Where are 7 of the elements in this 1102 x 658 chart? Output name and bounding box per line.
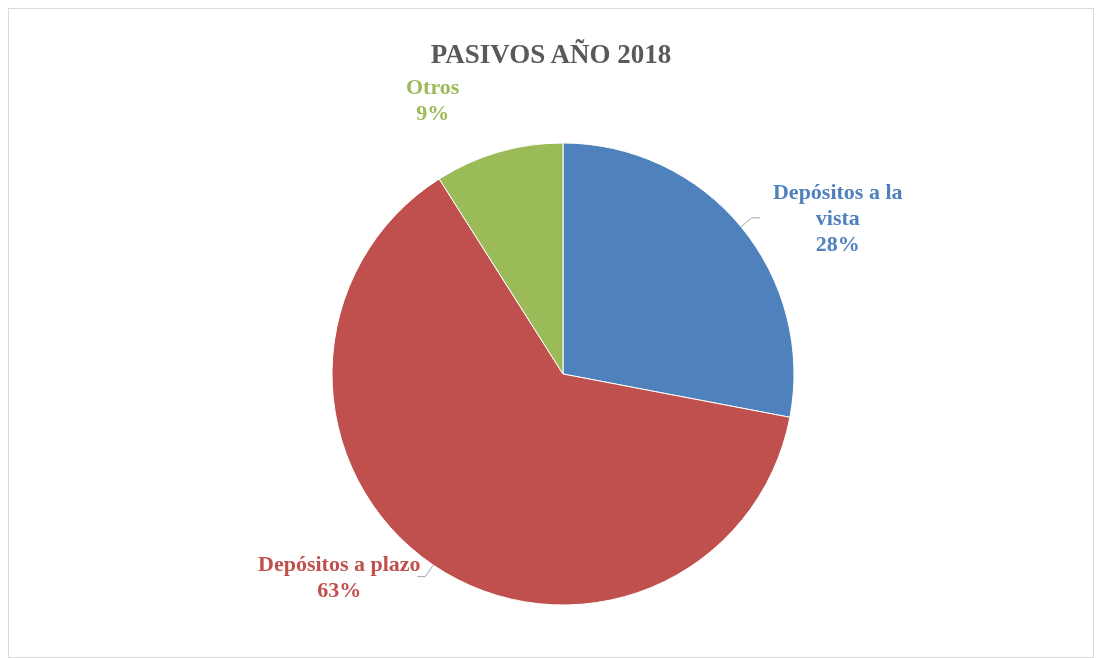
chart-title: PASIVOS AÑO 2018 — [429, 39, 673, 70]
data-label: 63% — [317, 576, 362, 602]
slice-label: Otros — [405, 73, 460, 99]
data-label: 28% — [815, 230, 860, 256]
slice-label: Depósitos a plazo — [258, 550, 421, 576]
data-label: 9% — [416, 99, 450, 125]
slice-label: Depósitos a la vista — [772, 178, 903, 230]
